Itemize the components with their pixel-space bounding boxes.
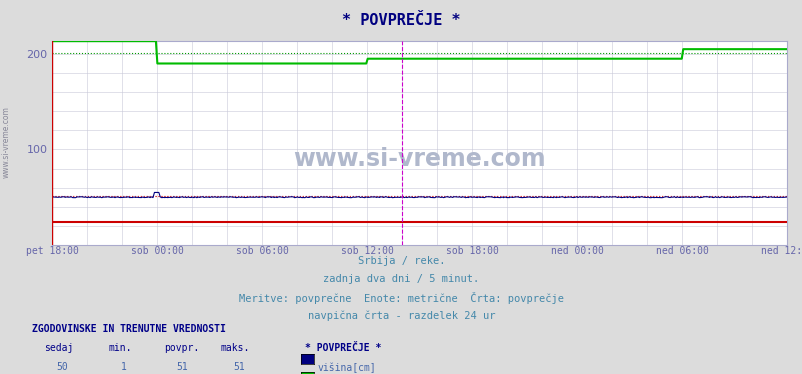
Text: višina[cm]: višina[cm] — [318, 362, 376, 373]
Text: sedaj: sedaj — [44, 343, 74, 353]
Text: maks.: maks. — [221, 343, 250, 353]
Text: 50: 50 — [56, 362, 68, 373]
Text: 51: 51 — [233, 362, 245, 373]
Text: 1: 1 — [120, 362, 126, 373]
Text: Meritve: povprečne  Enote: metrične  Črta: povprečje: Meritve: povprečne Enote: metrične Črta:… — [239, 292, 563, 304]
Text: www.si-vreme.com: www.si-vreme.com — [293, 147, 545, 171]
Text: * POVPREČJE *: * POVPREČJE * — [342, 13, 460, 28]
Text: zadnja dva dni / 5 minut.: zadnja dva dni / 5 minut. — [323, 274, 479, 284]
Text: min.: min. — [108, 343, 132, 353]
Text: www.si-vreme.com: www.si-vreme.com — [2, 106, 11, 178]
Text: * POVPREČJE *: * POVPREČJE * — [305, 343, 381, 353]
Text: navpična črta - razdelek 24 ur: navpična črta - razdelek 24 ur — [307, 310, 495, 321]
Text: 51: 51 — [176, 362, 188, 373]
Text: ZGODOVINSKE IN TRENUTNE VREDNOSTI: ZGODOVINSKE IN TRENUTNE VREDNOSTI — [32, 324, 225, 334]
Text: Srbija / reke.: Srbija / reke. — [358, 256, 444, 266]
Text: povpr.: povpr. — [164, 343, 200, 353]
